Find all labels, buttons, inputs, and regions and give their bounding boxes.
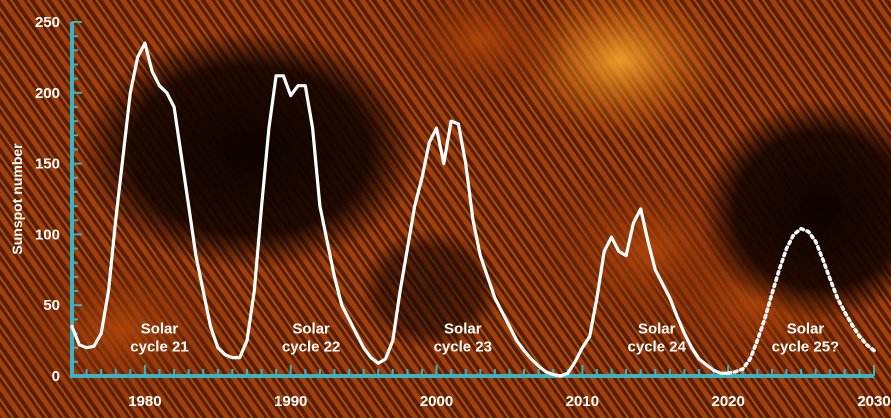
y-tick-label: 0 — [52, 368, 60, 385]
y-tick-label: 200 — [35, 85, 60, 102]
cycle-label: Solar cycle 24 — [628, 321, 687, 356]
y-axis-title: Sunspot number — [9, 143, 25, 255]
x-tick-label: 2020 — [711, 393, 744, 410]
predicted-series-line — [726, 226, 876, 376]
cycle-label-line2: cycle 25? — [772, 339, 840, 356]
cycle-label-line1: Solar — [444, 321, 482, 338]
cycle-label: Solar cycle 25? — [772, 321, 840, 356]
predicted-series — [726, 226, 876, 376]
cycle-label-line2: cycle 22 — [282, 339, 340, 356]
x-tick-label: 1990 — [274, 393, 307, 410]
cycle-label-line2: cycle 23 — [434, 339, 492, 356]
cycle-label-line1: Solar — [787, 321, 825, 338]
y-tick-label: 50 — [43, 297, 60, 314]
axes: 1980 1990 2000 2010 2020 2030 0 50 100 150 200 250 S… — [9, 14, 891, 410]
x-tick-label: 1980 — [128, 393, 161, 410]
cycle-label-line1: Solar — [292, 321, 330, 338]
observed-series-line — [70, 41, 730, 378]
x-tick-label: 2000 — [420, 393, 453, 410]
cycle-label: Solar cycle 22 — [282, 321, 340, 356]
curves — [70, 41, 876, 378]
cycle-label: Solar cycle 21 — [130, 321, 188, 356]
y-tick-label: 150 — [35, 156, 60, 173]
y-tick-label: 100 — [35, 226, 60, 243]
cycle-label-line1: Solar — [141, 321, 179, 338]
cycle-label-line2: cycle 21 — [130, 339, 188, 356]
x-tick-label: 2010 — [566, 393, 599, 410]
observed-series — [70, 41, 730, 378]
cycle-label-line1: Solar — [638, 321, 676, 338]
cycle-label-line2: cycle 24 — [628, 339, 687, 356]
y-tick-label: 250 — [35, 14, 60, 31]
cycle-label: Solar cycle 23 — [434, 321, 492, 356]
x-tick-label: 2030 — [857, 393, 890, 410]
